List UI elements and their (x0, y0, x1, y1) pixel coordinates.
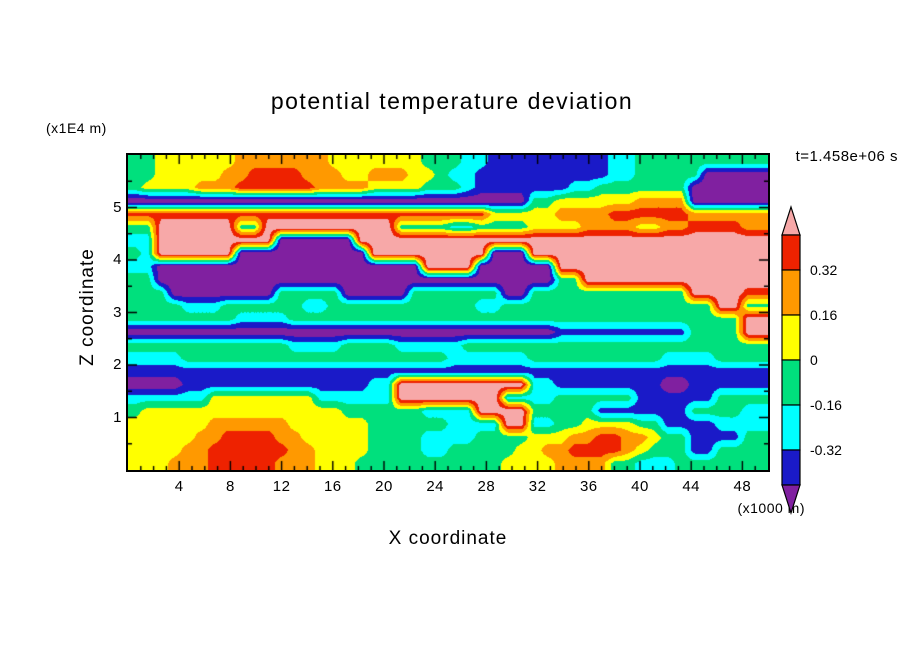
x-tick-label: 36 (579, 478, 598, 495)
colorbar-arrow-top (781, 205, 801, 236)
colorbar-segment (781, 404, 801, 451)
colorbar-segment (781, 314, 801, 361)
chart-title: potential temperature deviation (270, 88, 634, 114)
contour-field (128, 155, 768, 470)
colorbar-tick-label: -0.32 (810, 442, 842, 458)
time-annotation: t=1.458e+06 s (795, 148, 898, 165)
colorbar-segment (781, 269, 801, 316)
x-tick-label: 16 (323, 478, 342, 495)
y-tick-label: 5 (113, 198, 122, 216)
x-tick-label: 28 (477, 478, 496, 495)
y-tick-label: 2 (113, 356, 122, 373)
x-tick-label: 48 (733, 478, 752, 495)
x-tick-label: 4 (174, 478, 184, 495)
colorbar-tick-label: 0.16 (810, 307, 837, 323)
x-tick-label: 32 (528, 478, 547, 495)
plot-frame (126, 153, 770, 472)
x-tick-label: 20 (375, 478, 393, 495)
x-tick-label: 44 (682, 478, 701, 495)
y-tick-label: 4 (113, 251, 122, 268)
x-tick-label: 8 (225, 478, 235, 495)
x-tick-label: 24 (426, 478, 445, 495)
x-axis-title: X coordinate (388, 528, 508, 549)
colorbar: 0.32 0.16 0 -0.16 -0.32 (781, 205, 842, 515)
colorbar-segment (781, 449, 801, 486)
colorbar-tick-label: 0 (810, 352, 818, 368)
y-tick-label: 1 (113, 408, 122, 426)
colorbar-tick-label: -0.16 (810, 397, 842, 413)
y-axis-unit-label: (x1E4 m) (46, 120, 107, 136)
colorbar-arrow-bottom (781, 484, 801, 515)
y-tick-label: 3 (113, 303, 122, 321)
colorbar-segment (781, 359, 801, 406)
x-tick-label: 40 (631, 478, 649, 495)
colorbar-segment (781, 234, 801, 271)
x-tick-label: 12 (272, 478, 291, 495)
colorbar-tick-label: 0.32 (810, 262, 837, 278)
